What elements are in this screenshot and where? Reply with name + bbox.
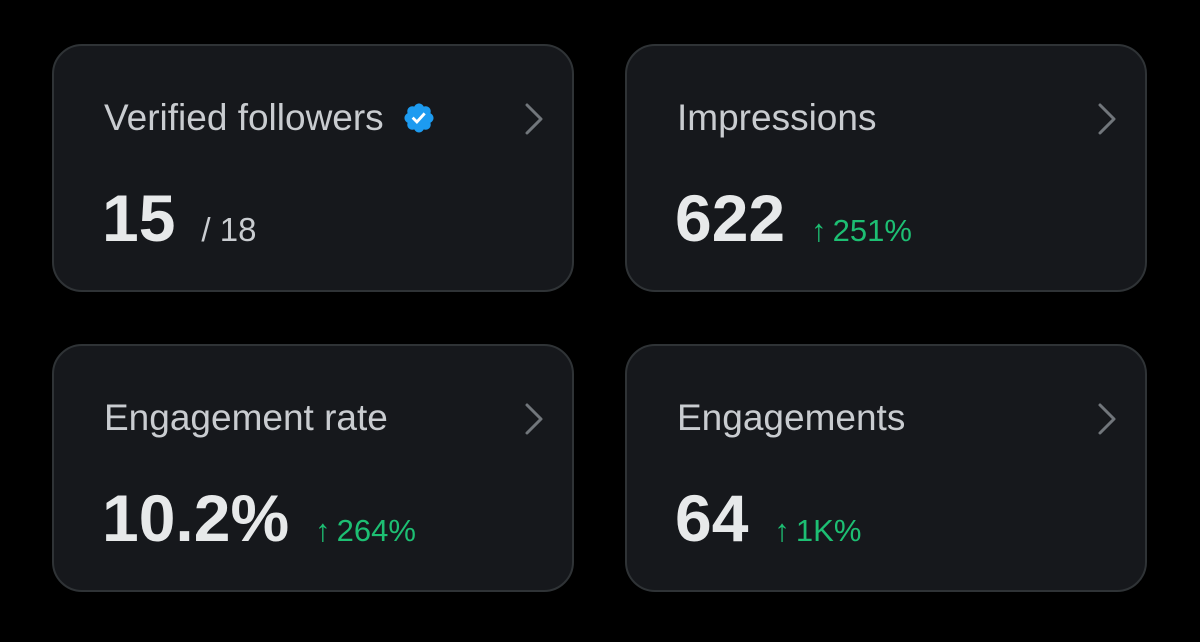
- chevron-right-icon[interactable]: [522, 401, 546, 437]
- card-title: Verified followers: [104, 96, 436, 140]
- chevron-right-icon[interactable]: [1095, 101, 1119, 137]
- metric-row: 64 ↑ 1K%: [675, 478, 861, 558]
- verified-badge-icon: [402, 101, 436, 135]
- card-title-label: Engagements: [677, 397, 906, 438]
- verified-followers-card[interactable]: Verified followers 15 / 18: [52, 44, 574, 292]
- metric-value: 622: [675, 181, 786, 255]
- metric-value: 64: [675, 481, 749, 555]
- chevron-right-icon[interactable]: [522, 101, 546, 137]
- arrow-up-icon: ↑: [315, 513, 331, 548]
- metric-value: 15: [102, 181, 176, 255]
- card-title: Engagements: [677, 396, 905, 440]
- metric-row: 10.2% ↑ 264%: [102, 478, 416, 558]
- card-title-label: Impressions: [677, 97, 877, 138]
- card-title: Engagement rate: [104, 396, 388, 440]
- chevron-right-icon[interactable]: [1095, 401, 1119, 437]
- metric-value: 10.2%: [102, 481, 290, 555]
- card-title-label: Engagement rate: [104, 397, 388, 438]
- metric-change: ↑ 1K%: [774, 513, 861, 549]
- change-percent: 1K%: [795, 513, 862, 548]
- change-percent: 251%: [832, 213, 912, 248]
- metric-change: ↑ 251%: [811, 213, 912, 249]
- arrow-up-icon: ↑: [774, 513, 790, 548]
- impressions-card[interactable]: Impressions 622 ↑ 251%: [625, 44, 1147, 292]
- engagements-card[interactable]: Engagements 64 ↑ 1K%: [625, 344, 1147, 592]
- engagement-rate-card[interactable]: Engagement rate 10.2% ↑ 264%: [52, 344, 574, 592]
- card-title: Impressions: [677, 96, 876, 140]
- metric-row: 622 ↑ 251%: [675, 178, 912, 258]
- card-title-label: Verified followers: [104, 97, 384, 138]
- change-percent: 264%: [336, 513, 416, 548]
- metric-row: 15 / 18: [102, 178, 256, 258]
- metric-change: ↑ 264%: [315, 513, 416, 549]
- metric-total: / 18: [201, 211, 257, 248]
- arrow-up-icon: ↑: [811, 213, 827, 248]
